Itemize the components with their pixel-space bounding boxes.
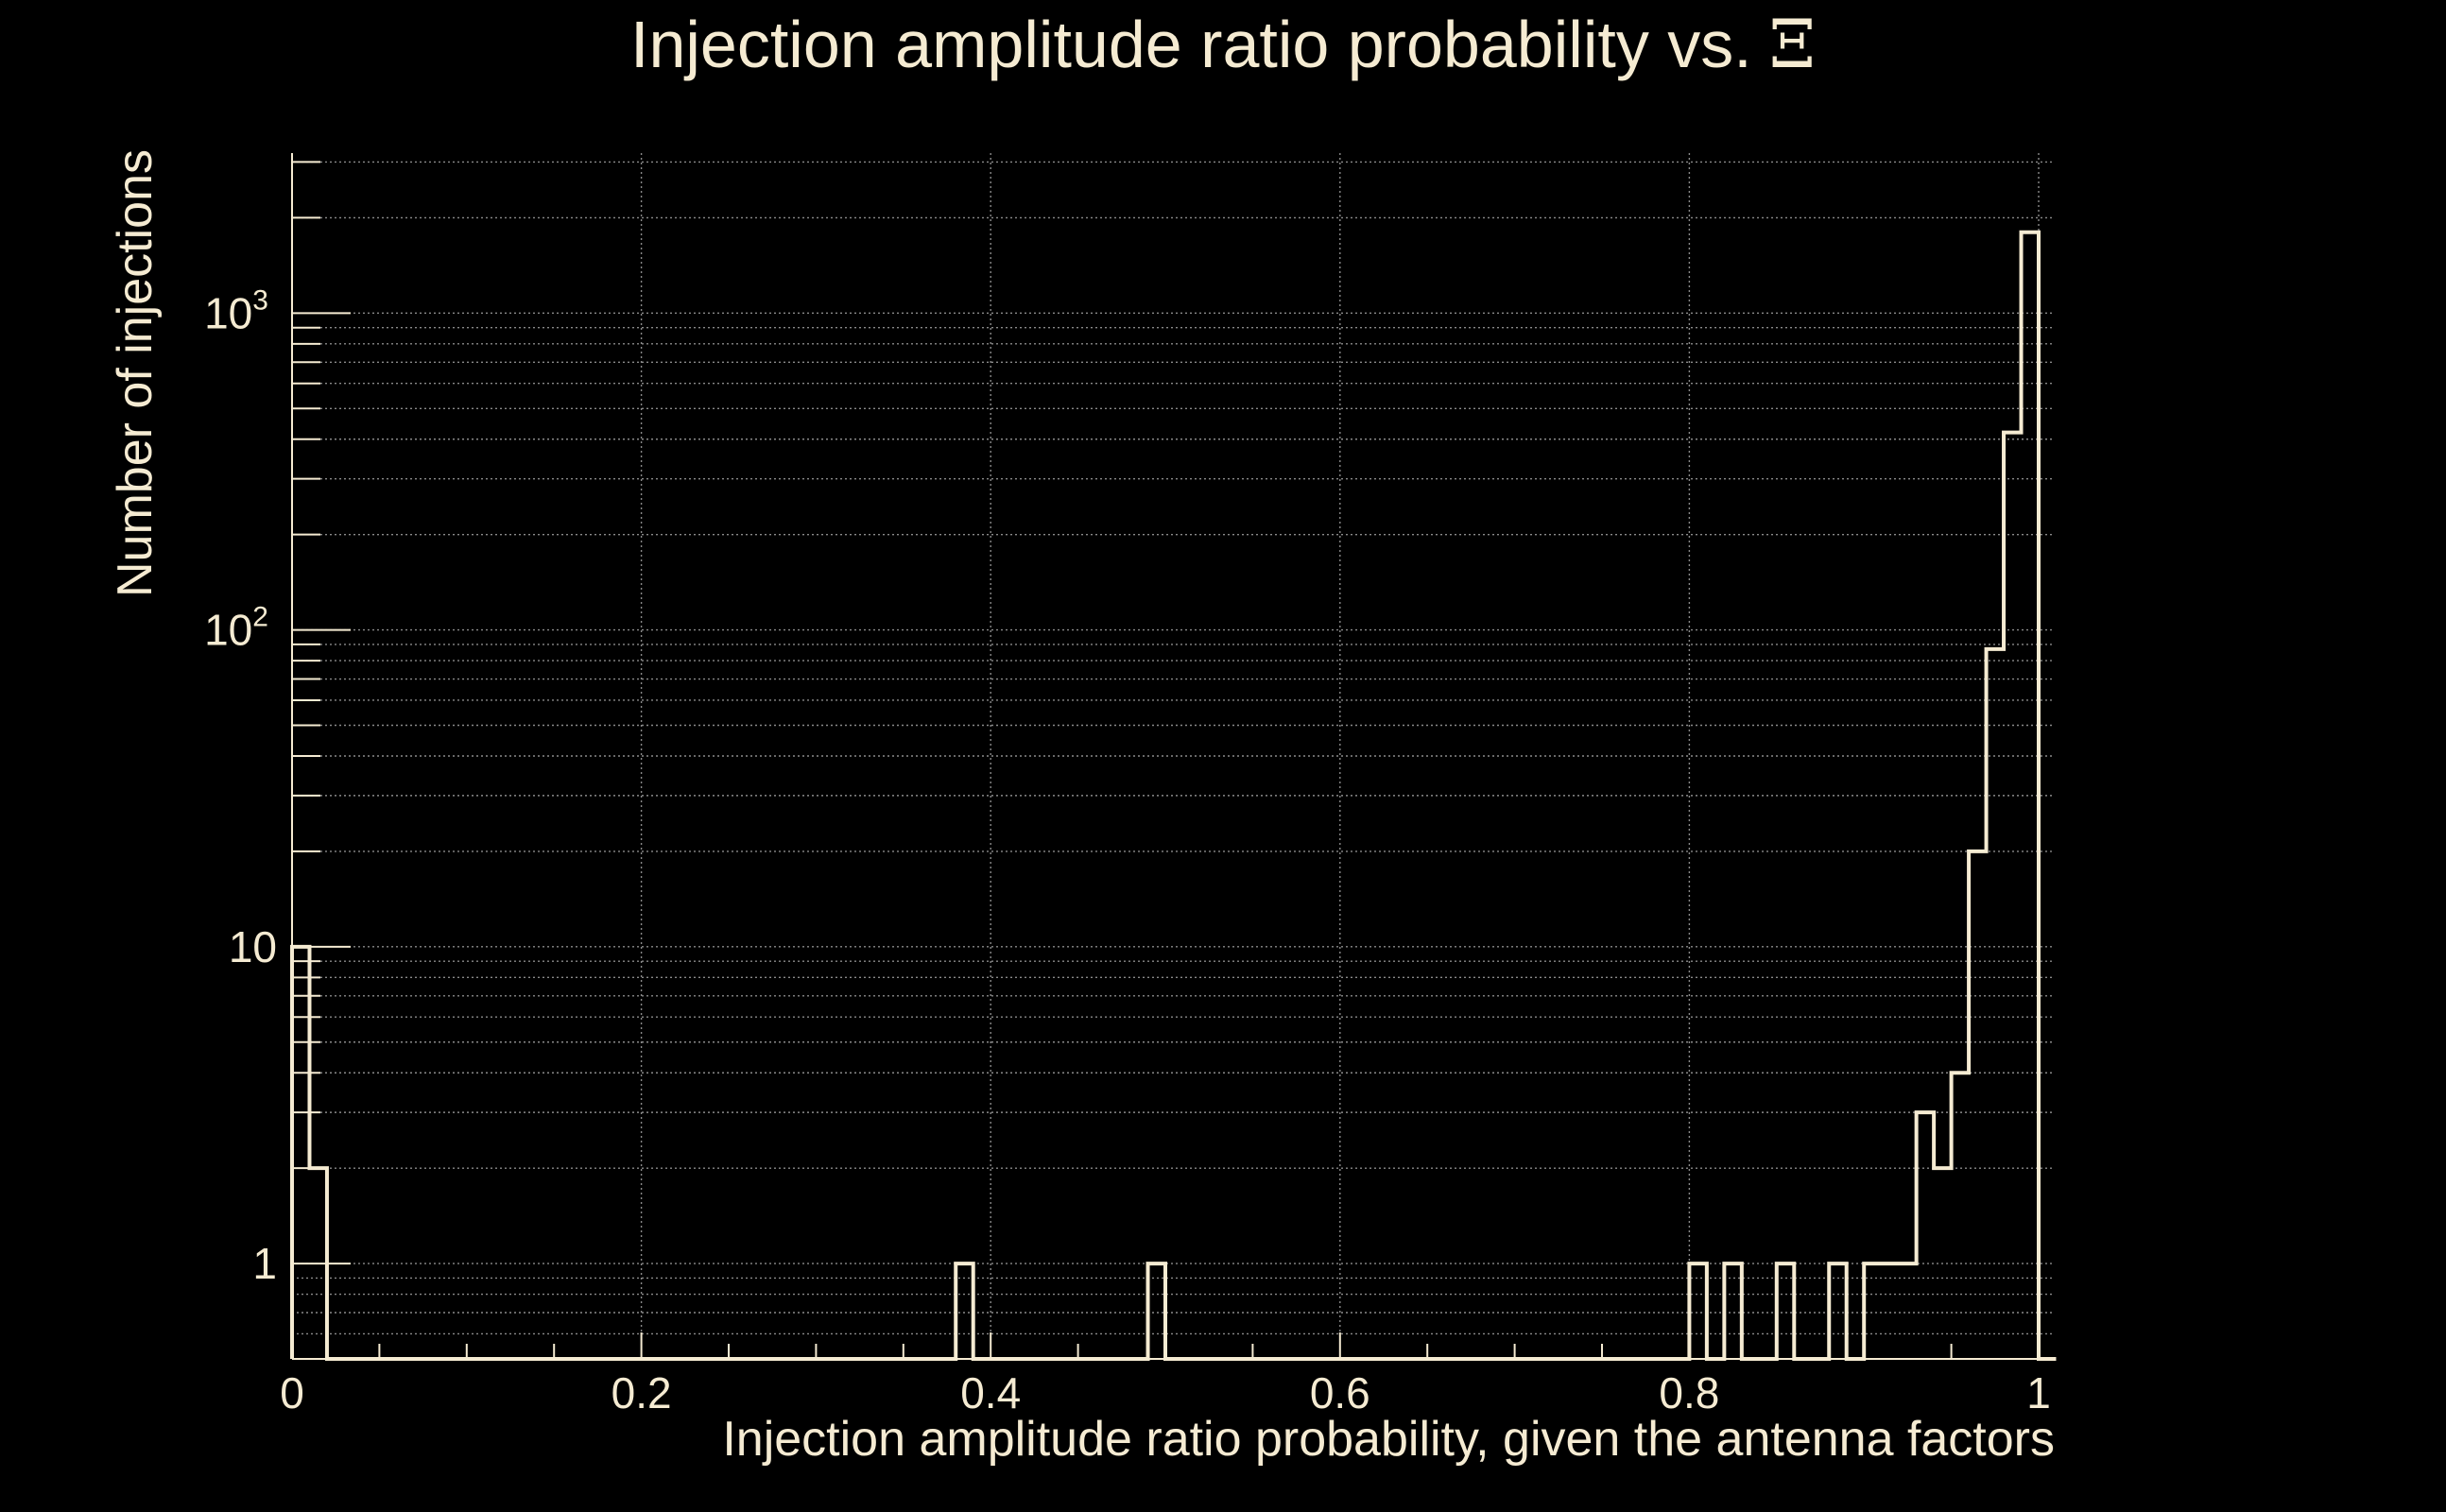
histogram-outline (290, 230, 2057, 1361)
x-tick-label: 0.8 (1659, 1368, 1719, 1418)
histogram-bar (292, 947, 309, 1359)
histogram-bar (2004, 433, 2021, 1359)
y-tick-label: 102 (204, 602, 268, 655)
x-tick-label: 0 (280, 1368, 304, 1418)
histogram-bar (1952, 1073, 1969, 1359)
chart-title-symbol: Ξ (1768, 6, 1816, 83)
chart-title-text: Injection amplitude ratio probability vs… (630, 8, 1752, 81)
chart-title: Injection amplitude ratio probability vs… (0, 6, 2446, 83)
x-tick-label: 0.4 (960, 1368, 1021, 1418)
histogram-bar (1969, 851, 1986, 1359)
x-axis-label: Injection amplitude ratio probability, g… (722, 1412, 2055, 1467)
x-tick-label: 0.2 (612, 1368, 672, 1418)
y-tick-label: 1 (252, 1239, 277, 1288)
x-tick-label: 0.6 (1310, 1368, 1370, 1418)
x-tick-label: 1 (2026, 1368, 2051, 1418)
y-axis-label: Number of injections (108, 149, 163, 597)
y-tick-label: 103 (204, 284, 268, 337)
y-tick-label: 10 (229, 922, 277, 971)
histogram-bar (1917, 1112, 1934, 1359)
